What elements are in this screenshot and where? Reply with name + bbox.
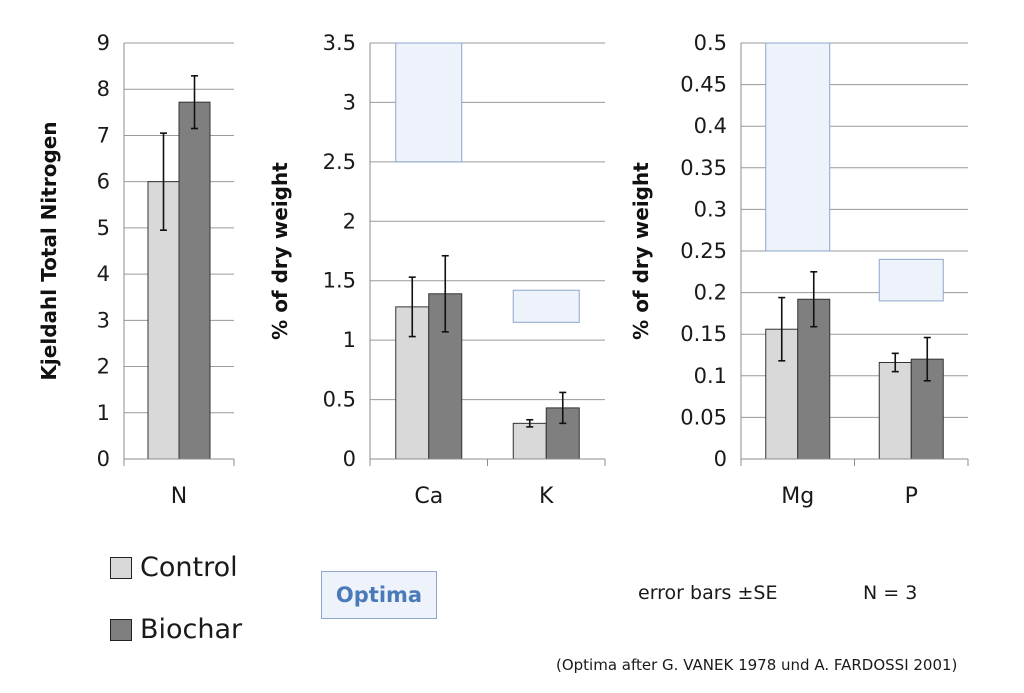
source-note: (Optima after G. VANEK 1978 und A. FARDO…: [556, 656, 958, 674]
legend-biochar-label: Biochar: [140, 614, 243, 645]
y-tick-label: 0.5: [323, 388, 356, 412]
panel-2: 0 0.5 1 1.5 2 2.5 3 3.5 % of dry weight Ca K: [268, 31, 606, 509]
y-tick-label: 3: [97, 308, 110, 332]
y-tick-label: 0.4: [694, 114, 727, 138]
legend-biochar-swatch: [110, 618, 132, 641]
error-bars-note: error bars ±SE: [638, 582, 778, 604]
legend-control: Control: [110, 552, 238, 583]
y-tick-label: 0: [97, 447, 110, 471]
optima-range-mg: [765, 42, 831, 252]
y-tick-label: 5: [97, 216, 110, 240]
y-tick-label: 0.1: [694, 364, 727, 388]
legend-optima: Optima: [321, 571, 437, 619]
y-tick-label: 3.5: [323, 31, 356, 55]
panel-3: 0 0.05 0.1 0.15 0.2 0.25 0.3 0.35 0.4 0.45 0.5 % of…: [629, 31, 969, 509]
y-axis-label: % of dry weight: [268, 162, 292, 340]
y-tick-label: 8: [97, 77, 110, 101]
panel-1: 0 1 2 3 4 5 6 7 8 9 Kjeldahl Total Nitrogen N: [37, 31, 235, 509]
y-tick-label: 3: [343, 90, 356, 114]
y-tick-label: 0.35: [680, 156, 727, 180]
y-axis-label: % of dry weight: [629, 162, 653, 340]
x-category-label: Mg: [781, 484, 814, 509]
x-category-label: K: [539, 484, 554, 509]
y-tick-label: 7: [97, 123, 110, 147]
y-axis-label: Kjeldahl Total Nitrogen: [37, 121, 61, 380]
sample-size-note: N = 3: [863, 582, 918, 604]
bar-control-k: [512, 422, 547, 460]
y-tick-label: 2: [343, 209, 356, 233]
x-category-label: P: [905, 484, 918, 509]
bar-biochar-n: [178, 101, 211, 460]
y-tick-label: 0.25: [680, 239, 727, 263]
y-tick-label: 2: [97, 355, 110, 379]
optima-range-ca: [395, 42, 463, 163]
y-tick-label: 4: [97, 262, 110, 286]
y-tick-label: 0: [714, 447, 727, 471]
y-tick-label: 1.5: [323, 269, 356, 293]
y-tick-label: 0.2: [694, 281, 727, 305]
y-tick-label: 0.15: [680, 322, 727, 346]
y-tick-label: 2.5: [323, 150, 356, 174]
x-category-label: N: [171, 484, 187, 509]
y-tick-label: 0.05: [680, 405, 727, 429]
y-tick-label: 9: [97, 31, 110, 55]
legend-control-label: Control: [140, 552, 238, 583]
y-tick-label: 0: [343, 447, 356, 471]
optima-range-p: [878, 258, 944, 302]
x-category-label: Ca: [414, 484, 443, 509]
y-tick-label: 0.45: [680, 73, 727, 97]
y-tick-label: 0.5: [694, 31, 727, 55]
y-tick-label: 0.3: [694, 197, 727, 221]
optima-range-k: [512, 289, 580, 323]
legend-control-swatch: [110, 556, 132, 579]
y-tick-label: 1: [343, 328, 356, 352]
y-tick-label: 1: [97, 401, 110, 425]
legend-biochar: Biochar: [110, 614, 242, 645]
legend-optima-label: Optima: [335, 583, 423, 607]
y-tick-label: 6: [97, 170, 110, 194]
bar-control-p: [878, 361, 912, 460]
